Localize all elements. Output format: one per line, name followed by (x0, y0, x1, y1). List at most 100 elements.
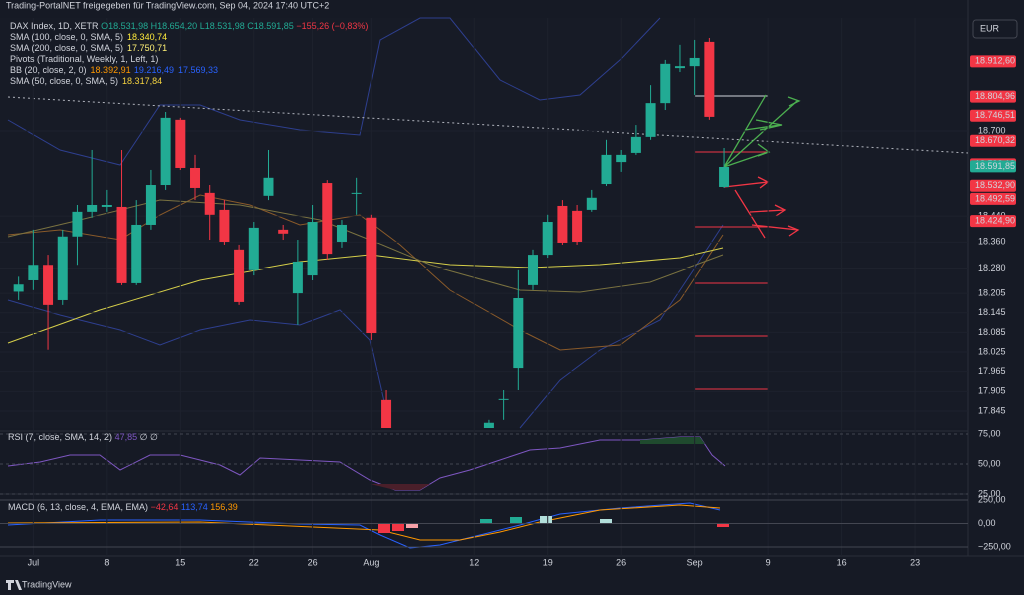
indicator-value: 19.216,49 (134, 65, 174, 75)
x-tick-label: 16 (837, 557, 847, 567)
legend-line: BB (20, close, 2, 0) 18.392,91 19.216,49 17… (10, 65, 218, 75)
candle (263, 149, 274, 201)
bb-upper (7, 17, 661, 166)
candle-body (704, 41, 715, 117)
price-label-box (970, 134, 1016, 147)
tradingview-logo (6, 580, 22, 590)
candle (381, 390, 392, 428)
candle-body (204, 192, 215, 215)
candle-body (219, 209, 230, 242)
indicator-value: 17.569,33 (178, 65, 218, 75)
candle (322, 180, 333, 261)
header-title: Trading-PortalNET freigegeben für Tradin… (6, 0, 329, 10)
histogram-bar (480, 519, 492, 523)
arrow-heads (755, 96, 801, 157)
price-label: 18.804,96 (975, 91, 1015, 101)
candle-body (160, 117, 171, 186)
candle-body (116, 206, 127, 283)
rsi-value: 47,85 (115, 432, 138, 442)
rsi-oversold-fill (370, 484, 430, 490)
rsi-label: RSI (7, close, SMA, 14, 2) 47,85 ∅ ∅ (8, 432, 158, 442)
x-tick-label: 9 (766, 557, 771, 567)
symbol: DAX Index, 1D, XETR (10, 21, 99, 31)
legend-line: DAX Index, 1D, XETR O18.531,98 H18.654,2… (10, 21, 368, 31)
bb-lower (519, 224, 724, 429)
candle (160, 111, 171, 190)
histogram-bar (392, 523, 404, 531)
price-label: 18.492,59 (975, 193, 1015, 203)
candle-body (336, 224, 347, 242)
candle (204, 185, 215, 241)
macd-histogram (378, 516, 729, 533)
candle (219, 200, 230, 245)
candle (366, 214, 377, 340)
price-label: 18.912,60 (975, 56, 1015, 66)
macd-value: 156,39 (210, 502, 238, 512)
candle-body (572, 210, 583, 242)
sma-100 (7, 247, 724, 344)
candle (278, 224, 289, 241)
indicator-value: 18.340,74 (127, 32, 167, 42)
indicator-legend: SMA (100, close, 0, SMA, 5) 18.340,74SMA … (10, 32, 218, 86)
candle (719, 148, 730, 188)
currency-box[interactable] (972, 19, 1018, 39)
pane-tick-label: 50,00 (978, 458, 1001, 468)
candle (630, 125, 641, 155)
x-tick-label: 26 (308, 557, 318, 567)
candle-body (351, 192, 362, 194)
histogram-bar (600, 519, 612, 523)
candle (351, 177, 362, 215)
candle-body (513, 297, 524, 369)
y-tick-label: 18.025 (978, 346, 1006, 356)
ohlc: O18.531,98 (101, 21, 148, 31)
x-tick-label: 19 (543, 557, 553, 567)
legend-line: Pivots (Traditional, Weekly, 1, Left, 1) (10, 54, 158, 64)
currency[interactable]: EUR (980, 23, 1000, 33)
candle (101, 189, 112, 212)
price-label-box (970, 179, 1016, 192)
candle-body (557, 205, 568, 243)
x-tick-label: 26 (616, 557, 626, 567)
indicator-name: SMA (200, close, 0, SMA, 5) (10, 43, 123, 53)
pane-tick-label: 25,00 (978, 488, 1001, 498)
candle-body (248, 227, 259, 270)
legend-line: SMA (50, close, 0, SMA, 5) 18.317,84 (10, 76, 162, 86)
x-tick-label: 8 (104, 557, 109, 567)
candle (234, 244, 245, 305)
pane-tick-label: 75,00 (978, 428, 1001, 438)
candle-body (674, 66, 685, 69)
price-label: 18.424,90 (975, 215, 1015, 225)
candle-body (28, 265, 39, 280)
price-label-box (970, 192, 1016, 205)
candle-body (145, 185, 156, 225)
legend-line: SMA (200, close, 0, SMA, 5) 17.750,71 (10, 43, 167, 53)
chart-marks: 18.70018.44018.36018.28018.20518.14518.0… (0, 18, 1016, 567)
candle (248, 222, 259, 276)
candle (175, 117, 186, 170)
trend-line (7, 96, 969, 154)
candle-body (498, 398, 509, 400)
y-tick-label: 18.205 (978, 287, 1006, 297)
candle (13, 276, 24, 300)
y-tick-label: 18.700 (978, 125, 1006, 135)
price-label: 18.532,90 (975, 180, 1015, 190)
indicator-value: 17.750,71 (127, 43, 167, 53)
footer: TradingView (22, 579, 72, 589)
candle (28, 229, 39, 290)
macd-name: MACD (6, 13, close, 4, EMA, EMA) (8, 502, 148, 512)
candle (116, 149, 127, 285)
x-tick-label: Sep (687, 557, 703, 567)
histogram-bar (717, 523, 729, 527)
legend-line: SMA (100, close, 0, SMA, 5) 18.340,74 (10, 32, 167, 42)
indicator-value: 18.392,91 (91, 65, 131, 75)
x-tick-label: 22 (249, 557, 259, 567)
x-tick-label: Aug (363, 557, 379, 567)
price-label: 18.591,85 (975, 161, 1015, 171)
y-tick-label: 18.280 (978, 263, 1006, 273)
price-label: 18.670,32 (975, 135, 1015, 145)
candle (336, 220, 347, 248)
x-tick-label: 23 (910, 557, 920, 567)
y-tick-label: 18.085 (978, 327, 1006, 337)
candle (145, 169, 156, 230)
price-label-box (970, 215, 1016, 228)
